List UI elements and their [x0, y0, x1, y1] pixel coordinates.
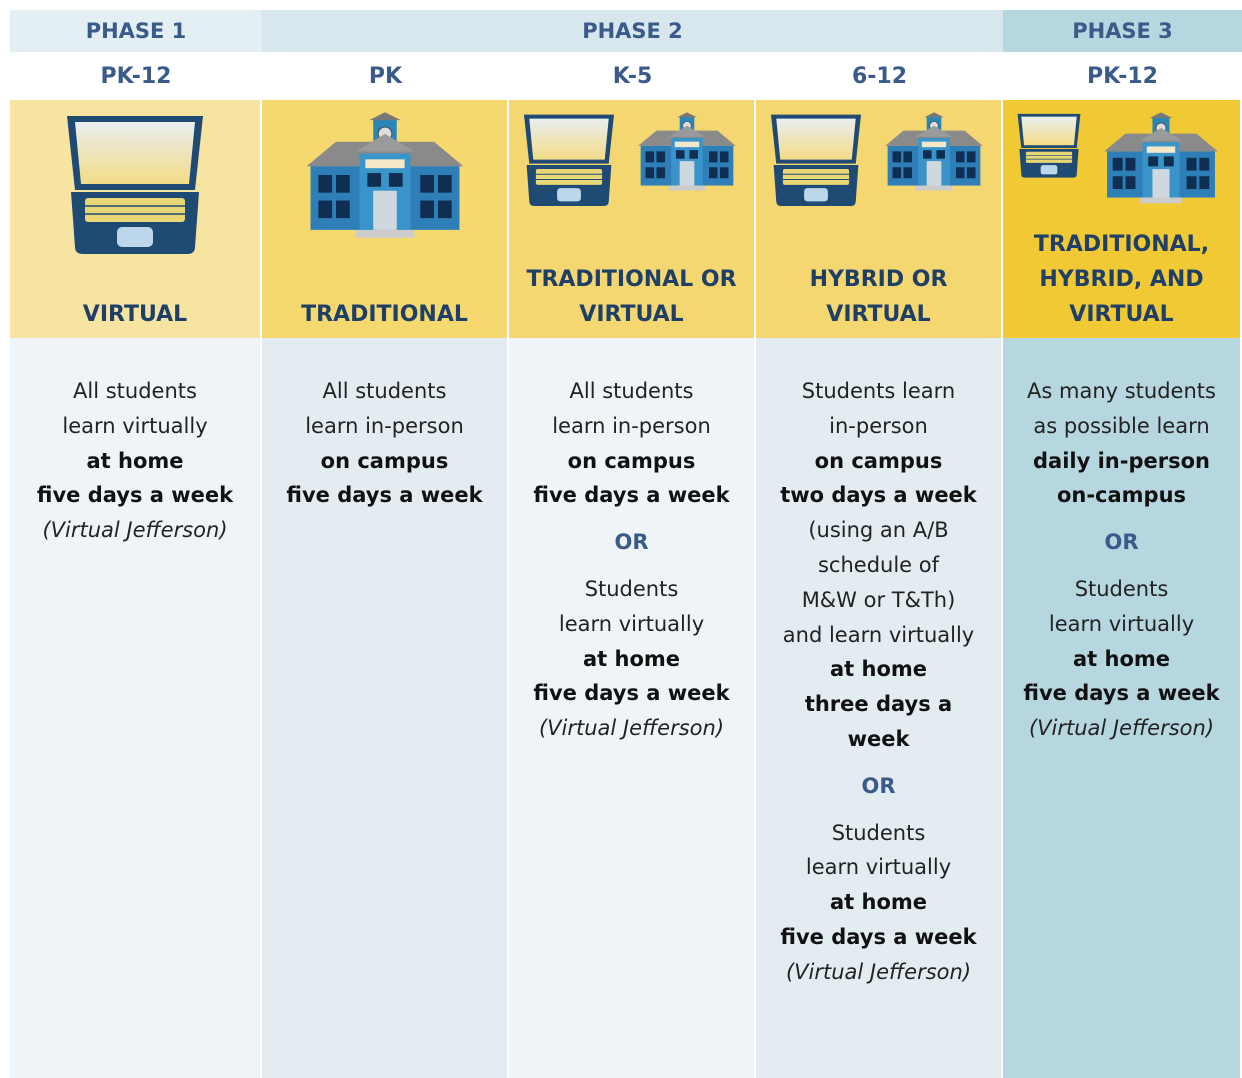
description-line: three days a: [804, 692, 953, 717]
description-line: All students: [322, 379, 447, 403]
mode-cell: TRADITIONAL: [262, 100, 509, 338]
grade-header: 6-12: [851, 63, 908, 89]
description-line: on campus: [567, 448, 696, 473]
description-line: on campus: [320, 448, 449, 473]
description-line: As many students: [1027, 379, 1216, 403]
description-line: daily in-person: [1033, 448, 1210, 473]
school-icon: [873, 112, 995, 192]
description-line: (Virtual Jefferson): [538, 716, 725, 741]
phase-header: PHASE 2: [262, 10, 1003, 52]
description-line: learn in-person: [305, 413, 464, 438]
school-icon: [626, 112, 748, 192]
grade-header: PK-12: [100, 63, 172, 89]
description-line: on campus: [814, 448, 943, 473]
description-line: Students learn: [801, 379, 956, 403]
mode-label: VIRTUAL: [82, 302, 188, 327]
phase-header: PHASE 1: [10, 10, 262, 52]
laptop-icon: [763, 112, 869, 208]
grade-header: PK: [368, 63, 403, 89]
icons: [287, 100, 483, 297]
description: All students learn in-person on campus five…: [262, 338, 509, 1078]
description-line: Students: [831, 820, 926, 845]
description-line: Students: [584, 576, 679, 601]
description-line: at home: [829, 890, 928, 915]
description-line: on-campus: [1056, 483, 1187, 508]
mode-cell: HYBRID OR VIRTUAL: [756, 100, 1003, 338]
description-line: learn virtually: [805, 855, 952, 880]
icons: [55, 100, 215, 297]
description-line: Students: [1074, 576, 1169, 601]
icons: [516, 100, 748, 262]
icons: [1012, 100, 1232, 227]
description: All students learn virtually at home five d…: [10, 338, 262, 1078]
description-line: as possible learn: [1033, 413, 1210, 438]
description-line: M&W or T&Th): [801, 587, 956, 612]
description-line: learn virtually: [1048, 611, 1195, 636]
mode-label: HYBRID OR VIRTUAL: [809, 267, 948, 327]
mode-cell: VIRTUAL: [10, 100, 262, 338]
description-line: All students: [569, 379, 694, 403]
description-line: OR: [614, 530, 649, 555]
description-line: (using an A/B: [808, 518, 949, 543]
laptop-icon: [1012, 112, 1086, 179]
icons: [763, 100, 995, 262]
description-line: OR: [861, 773, 896, 798]
description: Students learn in-person on campus two days…: [756, 338, 1003, 1078]
description-line: OR: [1104, 530, 1139, 555]
school-icon: [287, 112, 483, 240]
description-line: schedule of: [817, 552, 940, 577]
description-line: All students: [73, 379, 197, 403]
description-line: five days a week: [533, 681, 730, 706]
description-line: five days a week: [533, 483, 730, 508]
description: As many students as possible learn daily i…: [1003, 338, 1242, 1078]
description: All students learn in-person on campus five…: [509, 338, 756, 1078]
mode-label: TRADITIONAL: [301, 302, 468, 327]
mode-label: TRADITIONAL, HYBRID, AND VIRTUAL: [1033, 232, 1210, 327]
grade-header: PK-12: [1086, 63, 1158, 89]
description-line: at home: [829, 657, 928, 682]
description-line: five days a week: [36, 483, 234, 508]
phase-header: PHASE 3: [1003, 10, 1242, 52]
description-line: five days a week: [1023, 681, 1220, 706]
description-line: five days a week: [286, 483, 483, 508]
description-line: five days a week: [780, 924, 977, 949]
laptop-icon: [516, 112, 622, 208]
description-line: learn virtually: [62, 413, 208, 438]
description-line: (Virtual Jefferson): [785, 959, 972, 984]
mode-cell: TRADITIONAL OR VIRTUAL: [509, 100, 756, 338]
grade-header: K-5: [612, 63, 653, 89]
description-line: and learn virtually: [782, 622, 975, 647]
description-line: at home: [86, 448, 184, 473]
mode-label: TRADITIONAL OR VIRTUAL: [526, 267, 737, 327]
description-line: at home: [582, 646, 681, 671]
laptop-icon: [55, 112, 215, 257]
description-line: at home: [1072, 646, 1171, 671]
description-line: week: [847, 726, 910, 751]
description-line: learn virtually: [558, 611, 705, 636]
description-line: learn in-person: [552, 413, 711, 438]
school-icon: [1090, 112, 1232, 205]
description-line: two days a week: [780, 483, 977, 508]
description-line: (Virtual Jefferson): [1028, 716, 1215, 741]
description-line: in-person: [829, 413, 928, 438]
mode-cell: TRADITIONAL, HYBRID, AND VIRTUAL: [1003, 100, 1242, 338]
description-line: (Virtual Jefferson): [42, 518, 228, 543]
